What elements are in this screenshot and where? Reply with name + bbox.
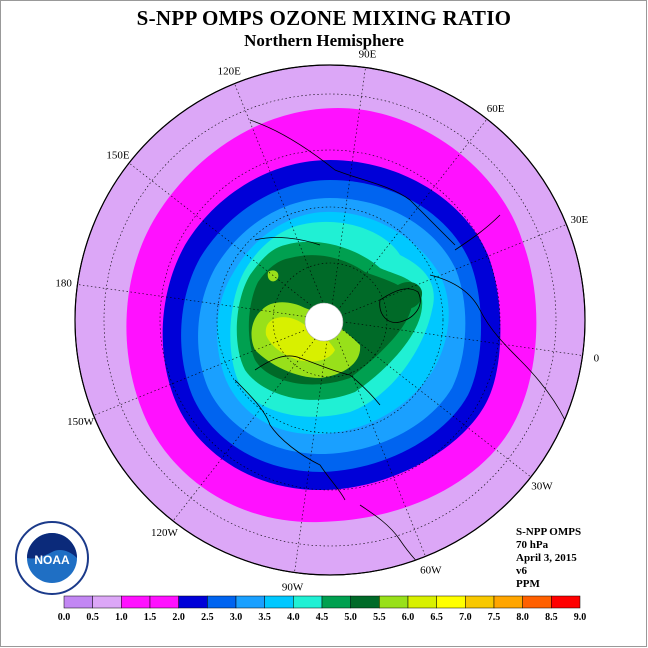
- longitude-label: 0: [594, 352, 600, 364]
- colorbar-tick-labels: 0.0 0.5 1.0 1.5 2.0 2.5 3.0 3.5 4.0 4.5 5.0 5.5 6.0 6…: [58, 612, 587, 623]
- coastlines: [234, 119, 566, 575]
- longitude-label: 60E: [487, 103, 505, 115]
- longitude-label: 30W: [531, 481, 553, 493]
- colorbar-swatch: [321, 595, 351, 609]
- colorbar-swatch: [493, 595, 523, 609]
- colorbar: 0.0 0.5 1.0 1.5 2.0 2.5 3.0 3.5 4.0 4.5 5.0 5.5 6.0 6…: [58, 595, 587, 623]
- meridian-90: [329, 67, 366, 321]
- coastline-greenland: [379, 288, 421, 323]
- colorbar-swatch: [379, 595, 409, 609]
- colorbar-tick-label: 3.0: [230, 612, 243, 623]
- meridian-120: [234, 83, 331, 321]
- latitude-circles: [103, 93, 557, 547]
- meridian--180: [77, 284, 331, 321]
- meridian--150: [93, 319, 331, 416]
- colorbar-swatch: [293, 595, 323, 609]
- product-info: S-NPP OMPS 70 hPa April 3, 2015 v6 PPM: [516, 526, 581, 591]
- colorbar-tick-label: 7.0: [459, 612, 472, 623]
- meridian--90: [294, 319, 331, 573]
- coastline-europe: [429, 214, 521, 361]
- info-instrument: S-NPP OMPS: [516, 526, 582, 538]
- colorbar-tick-label: 0.5: [86, 612, 99, 623]
- contour-band-4.5-blob: [390, 281, 423, 310]
- colorbar-tick-label: 0.0: [58, 612, 71, 623]
- coastline-africa: [519, 359, 566, 421]
- meridian-60: [329, 118, 488, 321]
- colorbar-swatch: [436, 595, 466, 609]
- colorbar-tick-label: 9.0: [574, 612, 587, 623]
- colorbar-swatch: [407, 595, 437, 609]
- colorbar-swatch: [235, 595, 265, 609]
- colorbar-tick-label: 4.5: [316, 612, 329, 623]
- meridian--60: [329, 319, 426, 557]
- colorbar-tick-label: 5.0: [344, 612, 357, 623]
- colorbar-tick-label: 8.0: [516, 612, 529, 623]
- colorbar-swatch: [178, 595, 208, 609]
- longitude-labels: 90E 60E 30E 0 30W 60W 90W 120W 150W 180 150E 120E: [55, 49, 599, 594]
- colorbar-swatch: [149, 595, 179, 609]
- globe-outline: [74, 64, 586, 576]
- coastline-asia: [249, 119, 456, 246]
- colorbar-tick-label: 5.5: [373, 612, 386, 623]
- longitude-label: 90W: [282, 581, 304, 593]
- colorbar-tick-label: 7.5: [488, 612, 501, 623]
- colorbar-swatches: [63, 595, 581, 609]
- info-units: PPM: [516, 578, 540, 590]
- meridian--120: [172, 319, 331, 522]
- colorbar-tick-label: 2.5: [201, 612, 214, 623]
- meridian-150: [128, 162, 331, 321]
- colorbar-swatch: [207, 595, 237, 609]
- longitude-label: 60W: [420, 564, 442, 576]
- info-version: v6: [516, 565, 527, 577]
- longitude-label: 90E: [359, 49, 377, 61]
- colorbar-tick-label: 6.5: [430, 612, 443, 623]
- longitude-label: 150E: [106, 149, 130, 161]
- colorbar-swatch: [522, 595, 552, 609]
- meridian-0: [329, 319, 583, 356]
- polar-night-gap: [304, 302, 344, 342]
- logo-bird-shape: [27, 533, 77, 559]
- noaa-logo: NOAA: [15, 521, 89, 595]
- longitude-label: 30E: [571, 214, 589, 226]
- colorbar-swatch: [465, 595, 495, 609]
- figure-title: S-NPP OMPS OZONE MIXING RATIO: [136, 6, 512, 30]
- colorbar-swatch: [264, 595, 294, 609]
- colorbar-swatch: [92, 595, 122, 609]
- colorbar-tick-label: 2.0: [172, 612, 185, 623]
- colorbar-swatch: [551, 595, 581, 609]
- colorbar-swatch: [121, 595, 151, 609]
- figure-subtitle: Northern Hemisphere: [244, 31, 404, 50]
- colorbar-tick-label: 6.0: [402, 612, 415, 623]
- longitude-label: 180: [55, 278, 72, 290]
- longitude-label: 120W: [151, 527, 179, 539]
- colorbar-tick-label: 1.0: [115, 612, 128, 623]
- colorbar-swatch: [350, 595, 380, 609]
- colorbar-swatch: [63, 595, 93, 609]
- meridian--30: [329, 319, 532, 478]
- colorbar-tick-label: 8.5: [545, 612, 558, 623]
- info-date: April 3, 2015: [516, 552, 577, 564]
- meridian-lines: [77, 67, 583, 573]
- colorbar-tick-label: 1.5: [144, 612, 157, 623]
- longitude-label: 150W: [67, 416, 95, 428]
- meridian-30: [329, 224, 567, 321]
- info-level: 70 hPa: [516, 539, 549, 551]
- colorbar-tick-label: 4.0: [287, 612, 300, 623]
- colorbar-tick-label: 3.5: [258, 612, 271, 623]
- contour-band-6.0: [265, 317, 335, 362]
- logo-text: NOAA: [34, 553, 70, 567]
- longitude-label: 120E: [218, 66, 242, 78]
